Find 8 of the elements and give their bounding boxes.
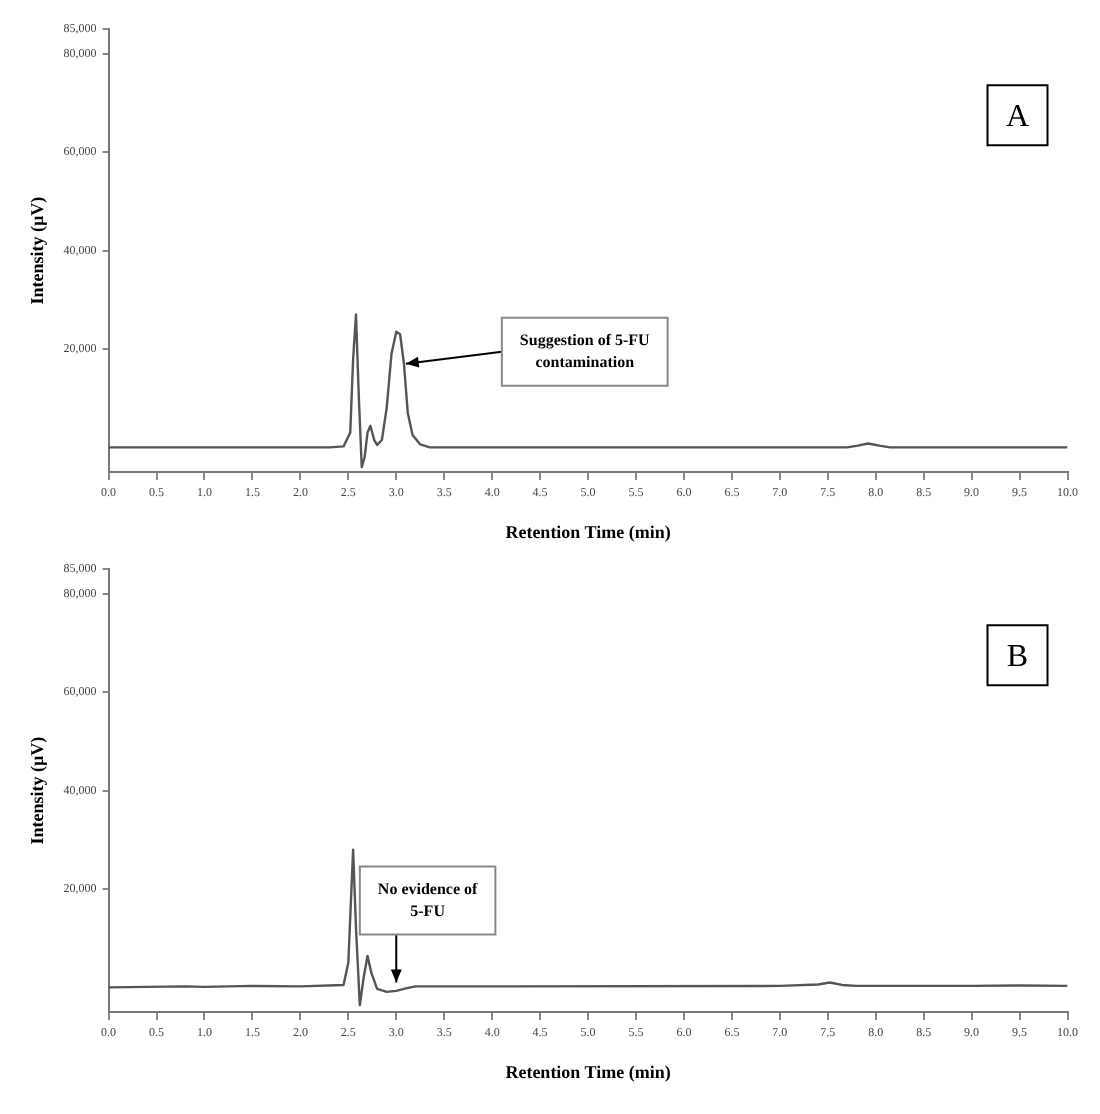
annotation: Suggestion of 5-FU contamination [519, 330, 651, 371]
annotation: B [1006, 639, 1029, 674]
annotation: A [1005, 99, 1030, 134]
y-axis-title: Intensity (µV) [27, 196, 48, 305]
x-axis-title: Retention Time (min) [505, 1061, 671, 1082]
y-axis-title: Intensity (µV) [27, 736, 48, 845]
annotation: No evidence of 5-FU [377, 879, 479, 920]
x-axis-title: Retention Time (min) [505, 521, 671, 542]
